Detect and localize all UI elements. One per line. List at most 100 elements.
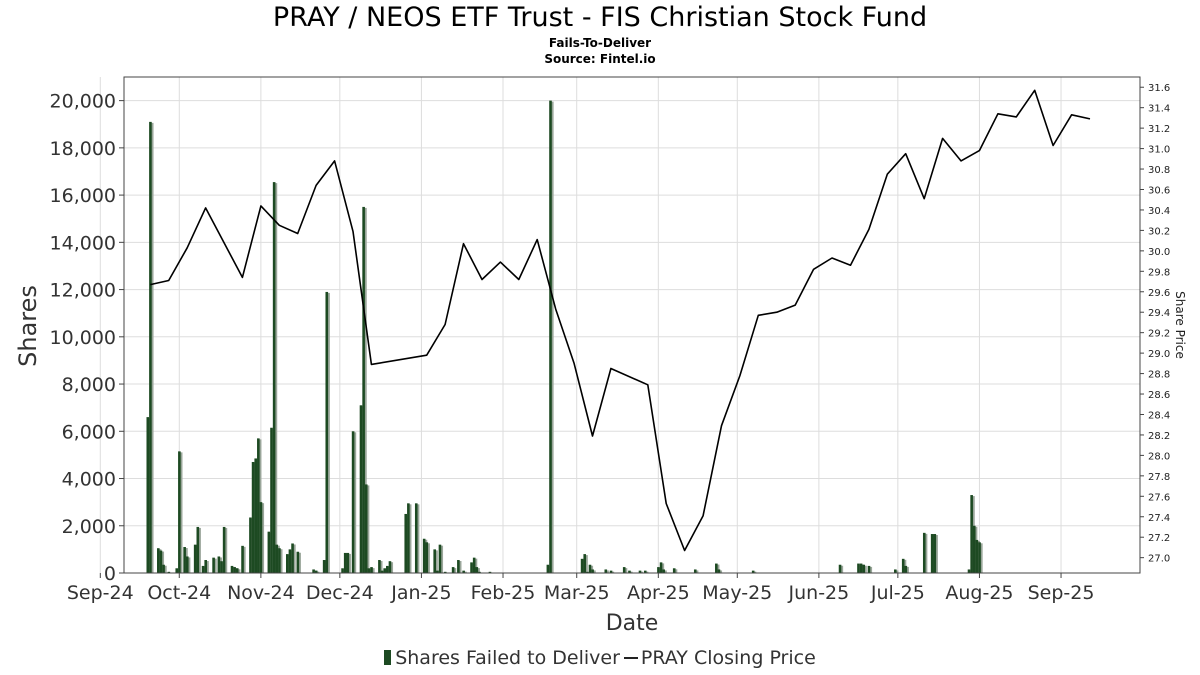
ftd-bar xyxy=(609,570,613,573)
ftd-bar xyxy=(314,570,318,573)
ftd-bar xyxy=(904,565,908,573)
ftd-bar-shadow xyxy=(593,570,596,573)
x-tick-label: Sep-24 xyxy=(67,582,134,604)
ftd-bar-shadow xyxy=(551,101,554,573)
grid-lines xyxy=(99,77,1140,574)
ftd-bar xyxy=(378,560,381,573)
y2-tick-label: 29.0 xyxy=(1148,349,1170,360)
ftd-bar-shadow xyxy=(353,432,357,573)
ftd-bar-shadow xyxy=(625,568,628,573)
ftd-bar xyxy=(220,561,223,573)
ftd-bar xyxy=(217,556,221,573)
ftd-bar-shadow xyxy=(198,527,201,573)
ftd-bar xyxy=(235,568,239,573)
ftd-bar xyxy=(580,558,584,573)
ftd-bar xyxy=(272,182,276,573)
x-tick-label: Mar-25 xyxy=(544,582,610,604)
ftd-bar xyxy=(751,570,755,573)
ftd-bar-shadow xyxy=(646,571,649,573)
y2-tick-label: 31.2 xyxy=(1148,124,1170,135)
ftd-bar xyxy=(364,484,368,573)
ftd-bar xyxy=(662,569,665,573)
ftd-bar xyxy=(193,544,197,573)
ftd-bar xyxy=(657,567,660,573)
ftd-bar xyxy=(157,548,160,573)
ftd-bar xyxy=(251,461,255,573)
ftd-bar xyxy=(322,560,326,573)
ftd-bar-shadow xyxy=(427,543,430,573)
chart-legend: Shares Failed to Deliver PRAY Closing Pri… xyxy=(0,647,1200,669)
x-tick-label: Nov-24 xyxy=(227,582,295,604)
ftd-bar-shadow xyxy=(630,571,633,573)
x-tick-label: May-25 xyxy=(702,582,772,604)
ftd-bar xyxy=(162,564,165,573)
ftd-bar-shadow xyxy=(238,569,241,573)
ftd-bar xyxy=(972,525,976,573)
ftd-bar xyxy=(443,571,447,573)
y2-tick-label: 29.2 xyxy=(1148,329,1170,340)
ftd-bar-shadow xyxy=(380,561,383,573)
ftd-bar xyxy=(204,560,207,573)
ftd-bar xyxy=(388,561,392,573)
ftd-bar xyxy=(291,543,294,573)
ftd-bar xyxy=(343,552,347,573)
y2-tick-label: 29.6 xyxy=(1148,288,1170,299)
y-tick-label: 8,000 xyxy=(62,374,116,396)
ftd-bar-shadow xyxy=(935,535,938,573)
y2-tick-label: 31.6 xyxy=(1148,83,1170,94)
ftd-bar xyxy=(978,542,981,573)
ftd-bar xyxy=(325,291,329,573)
ftd-bar-shadow xyxy=(275,183,278,573)
y-tick-label: 4,000 xyxy=(62,469,116,491)
ftd-bar-shadow xyxy=(464,571,467,573)
ftd-bar-shadow xyxy=(280,549,283,573)
ftd-bar xyxy=(604,569,608,573)
chart-title: PRAY / NEOS ETF Trust - FIS Christian St… xyxy=(272,2,928,33)
ftd-bar xyxy=(451,567,455,573)
y2-axis-label: Share Price xyxy=(1173,291,1187,359)
ftd-bar-shadow xyxy=(164,565,167,573)
ftd-bar xyxy=(659,562,663,573)
ftd-bar xyxy=(894,569,897,573)
x-axis-ticks: Sep-24 Oct-24 Nov-24 Dec-24 Jan-25 Feb-25 Mar-… xyxy=(67,573,1095,604)
ftd-bar xyxy=(175,568,179,573)
x-tick-label: Aug-25 xyxy=(945,582,1013,604)
ftd-bar-shadow xyxy=(585,555,588,573)
ftd-bar-shadow xyxy=(440,545,444,573)
x-tick-label: Sep-25 xyxy=(1028,582,1095,604)
ftd-bar-shadow xyxy=(367,485,370,573)
ftd-bar xyxy=(296,551,300,573)
y2-tick-label: 28.6 xyxy=(1148,390,1170,401)
ftd-bar xyxy=(425,542,429,573)
x-tick-label: Jul-25 xyxy=(870,582,925,604)
plot-frame xyxy=(123,76,1141,574)
y-tick-label: 12,000 xyxy=(50,280,116,302)
ftd-bar xyxy=(859,563,863,573)
ftd-bar xyxy=(146,417,150,573)
y2-tick-label: 27.2 xyxy=(1148,533,1170,544)
ftd-bar xyxy=(591,569,594,573)
x-axis-label: Date xyxy=(606,611,659,636)
ftd-bar-shadow xyxy=(161,551,165,573)
ftd-bar xyxy=(383,568,386,573)
ftd-bar xyxy=(436,570,439,573)
ftd-bar-shadow xyxy=(869,566,873,573)
ftd-bar xyxy=(241,545,244,573)
ftd-bar-shadow xyxy=(640,571,644,573)
ftd-bar xyxy=(862,564,866,573)
ftd-bar xyxy=(275,544,279,573)
ftd-bar-shadow xyxy=(327,292,330,573)
chart-source: Source: Fintel.io xyxy=(544,52,656,66)
ftd-bar xyxy=(257,438,260,573)
ftd-bar-shadow xyxy=(348,553,351,573)
ftd-bar-shadow xyxy=(206,561,209,573)
ftd-bar xyxy=(546,564,550,573)
price-line-series xyxy=(150,89,1091,552)
ftd-bar-shadow xyxy=(409,504,412,573)
chart-subtitle: Fails-To-Deliver xyxy=(548,36,652,50)
ftd-bar-shadow xyxy=(696,570,699,573)
ftd-bar xyxy=(183,547,186,573)
ftd-bar xyxy=(270,427,273,573)
y2-tick-label: 28.4 xyxy=(1148,410,1170,421)
